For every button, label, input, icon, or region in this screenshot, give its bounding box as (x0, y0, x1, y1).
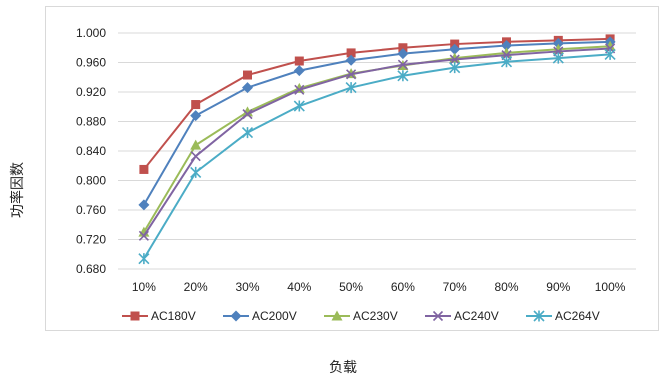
y-tick-label: 0.800 (76, 174, 106, 188)
series-lines (138, 34, 616, 265)
legend-item: AC264V (526, 309, 600, 323)
data-point (241, 126, 254, 139)
data-point (138, 230, 149, 241)
data-point (294, 84, 305, 95)
legend-marker (533, 310, 545, 322)
x-tick-label: 70% (443, 280, 467, 294)
data-point (449, 54, 460, 65)
data-point (345, 54, 357, 66)
y-tick-label: 0.840 (76, 144, 106, 158)
data-point (293, 65, 305, 77)
data-point (191, 100, 201, 110)
legend-label: AC240V (454, 309, 499, 323)
data-point (190, 166, 202, 178)
x-tick-label: 30% (235, 280, 259, 294)
x-tick-label: 50% (339, 280, 363, 294)
data-point (501, 40, 512, 52)
data-point (398, 43, 408, 53)
data-point (500, 56, 513, 68)
data-point (552, 37, 564, 49)
x-tick-labels: 10% 20% 30% 40% 50% 60% 70% 80% 90% 100% (132, 280, 626, 294)
x-tick-label: 20% (184, 280, 208, 294)
y-tick-label: 0.680 (76, 262, 106, 276)
data-point (243, 70, 252, 80)
data-point (190, 139, 202, 150)
y-axis-title: 功率因数 (9, 162, 26, 218)
gridlines (118, 32, 636, 270)
data-point (552, 52, 564, 64)
legend-item: AC240V (425, 309, 499, 323)
x-tick-label: 100% (595, 280, 626, 294)
series-line (143, 40, 611, 206)
x-tick-label: 40% (287, 280, 311, 294)
x-tick-label: 60% (391, 280, 415, 294)
data-point (397, 59, 408, 70)
y-tick-label: 0.760 (76, 203, 106, 217)
data-point (449, 62, 461, 74)
y-tick-label: 0.920 (76, 85, 106, 99)
data-point (139, 164, 149, 174)
legend-marker (432, 310, 444, 322)
legend-marker (230, 310, 242, 322)
x-axis-title: 负载 (329, 360, 357, 376)
data-point (346, 48, 356, 58)
x-tick-label: 90% (546, 280, 570, 294)
data-point (138, 253, 150, 265)
data-point (190, 110, 202, 122)
data-point (449, 43, 461, 55)
x-tick-label: 10% (132, 280, 156, 294)
series-line (143, 37, 611, 171)
data-point (604, 48, 616, 60)
legend-marker (130, 311, 140, 321)
data-point (345, 82, 357, 94)
data-point (294, 56, 304, 66)
legend: AC180V AC200V AC230V AC240V AC264V (122, 309, 600, 323)
data-point (397, 48, 409, 60)
legend-label: AC264V (555, 309, 600, 323)
y-tick-label: 0.960 (76, 56, 106, 70)
data-point (293, 100, 305, 112)
x-tick-label: 80% (494, 280, 518, 294)
y-tick-labels: 0.680 0.720 0.760 0.800 0.840 0.880 0.920 0.960… (76, 26, 106, 276)
legend-marker (331, 310, 343, 321)
legend-label: AC180V (151, 309, 196, 323)
legend-item: AC200V (223, 309, 297, 323)
data-point (138, 199, 150, 211)
series-ac264v (138, 48, 616, 265)
legend-item: AC230V (324, 309, 398, 323)
y-tick-label: 1.000 (76, 26, 106, 40)
series-line (143, 53, 611, 260)
series-ac240v (138, 43, 616, 241)
y-tick-label: 0.880 (76, 115, 106, 129)
data-point (397, 70, 409, 82)
data-point (190, 151, 201, 162)
legend-label: AC200V (252, 309, 297, 323)
legend-label: AC230V (353, 309, 398, 323)
series-line (143, 47, 611, 237)
data-point (346, 69, 357, 80)
legend-item: AC180V (122, 309, 196, 323)
data-point (242, 82, 253, 94)
data-point (242, 109, 253, 120)
y-tick-label: 0.720 (76, 233, 106, 247)
